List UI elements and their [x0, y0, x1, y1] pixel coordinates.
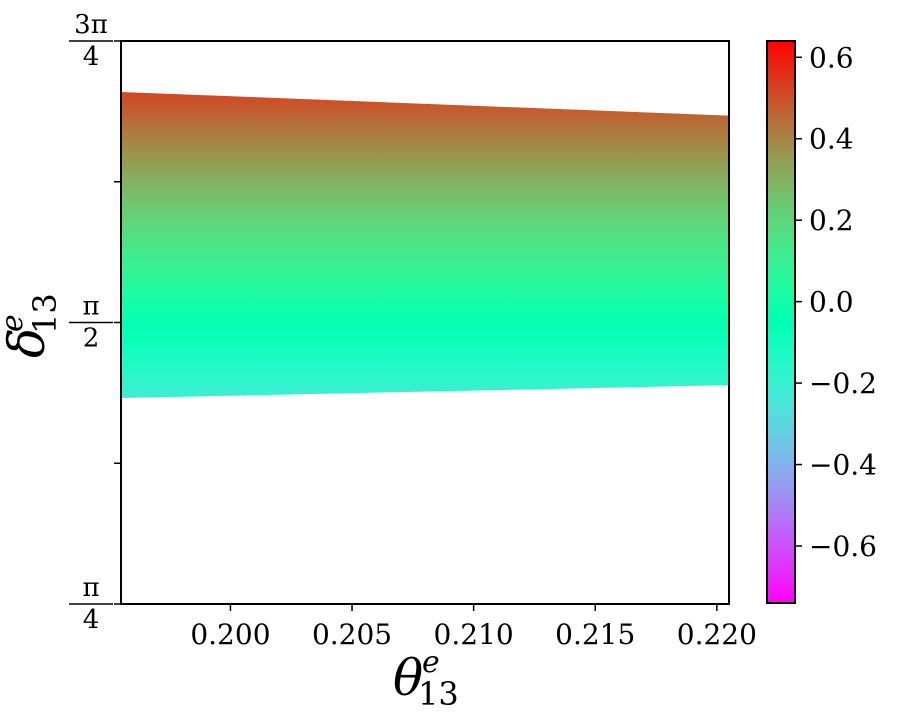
- y-tick-denominator: 4: [83, 42, 100, 72]
- allowed-region: [121, 91, 729, 399]
- y-axis-title-sub: 13: [26, 293, 64, 334]
- colorbar-tick-label: 0.0: [809, 286, 854, 319]
- x-axis-title-sup: e: [422, 645, 440, 680]
- x-tick-label: 0.220: [677, 618, 757, 651]
- y-tick-numerator: 3π: [74, 10, 108, 40]
- y-tick-denominator: 4: [83, 605, 100, 635]
- y-tick-label: π2: [69, 292, 113, 354]
- x-tick-label: 0.205: [312, 618, 392, 651]
- y-tick-label: π4: [69, 573, 113, 635]
- x-axis-title-sub: 13: [418, 675, 459, 713]
- y-tick-numerator: π: [82, 573, 99, 603]
- svg-text:θ: θ: [393, 649, 423, 707]
- x-tick-label: 0.210: [434, 618, 514, 651]
- svg-text:13: 13: [26, 293, 64, 334]
- x-axis-title-base: θ: [393, 649, 423, 707]
- svg-text:13: 13: [418, 675, 459, 713]
- colorbar-tick-label: 0.2: [809, 204, 854, 237]
- colorbar-tick-label: 0.6: [809, 41, 854, 74]
- colorbar: 0.6 0.4 0.2 0.0 −0.2 −0.4 −0.6: [766, 40, 877, 604]
- colorbar-tick-label: −0.6: [809, 530, 877, 563]
- y-axis-title: δ e 13: [0, 293, 64, 358]
- svg-text:e: e: [0, 314, 30, 332]
- x-axis-ticks: 0.200 0.205 0.210 0.215 0.220: [190, 604, 757, 651]
- y-axis-title-base: δ: [0, 328, 56, 358]
- x-axis-title: θ e 13: [393, 645, 459, 713]
- x-tick-label: 0.200: [190, 618, 270, 651]
- x-tick-label: 0.215: [555, 618, 635, 651]
- colorbar-tick-label: −0.4: [809, 449, 877, 482]
- colorbar-gradient: [766, 40, 796, 604]
- colorbar-tick-label: 0.4: [809, 123, 854, 156]
- y-axis-title-sup: e: [0, 314, 30, 332]
- colorbar-tick-label: −0.2: [809, 367, 877, 400]
- svg-text:δ: δ: [0, 328, 56, 358]
- y-tick-label: 3π4: [69, 10, 113, 72]
- y-tick-numerator: π: [82, 292, 99, 322]
- y-tick-denominator: 2: [83, 324, 100, 354]
- colorbar-ticks: 0.6 0.4 0.2 0.0 −0.2 −0.4 −0.6: [795, 41, 877, 563]
- svg-text:e: e: [422, 645, 440, 680]
